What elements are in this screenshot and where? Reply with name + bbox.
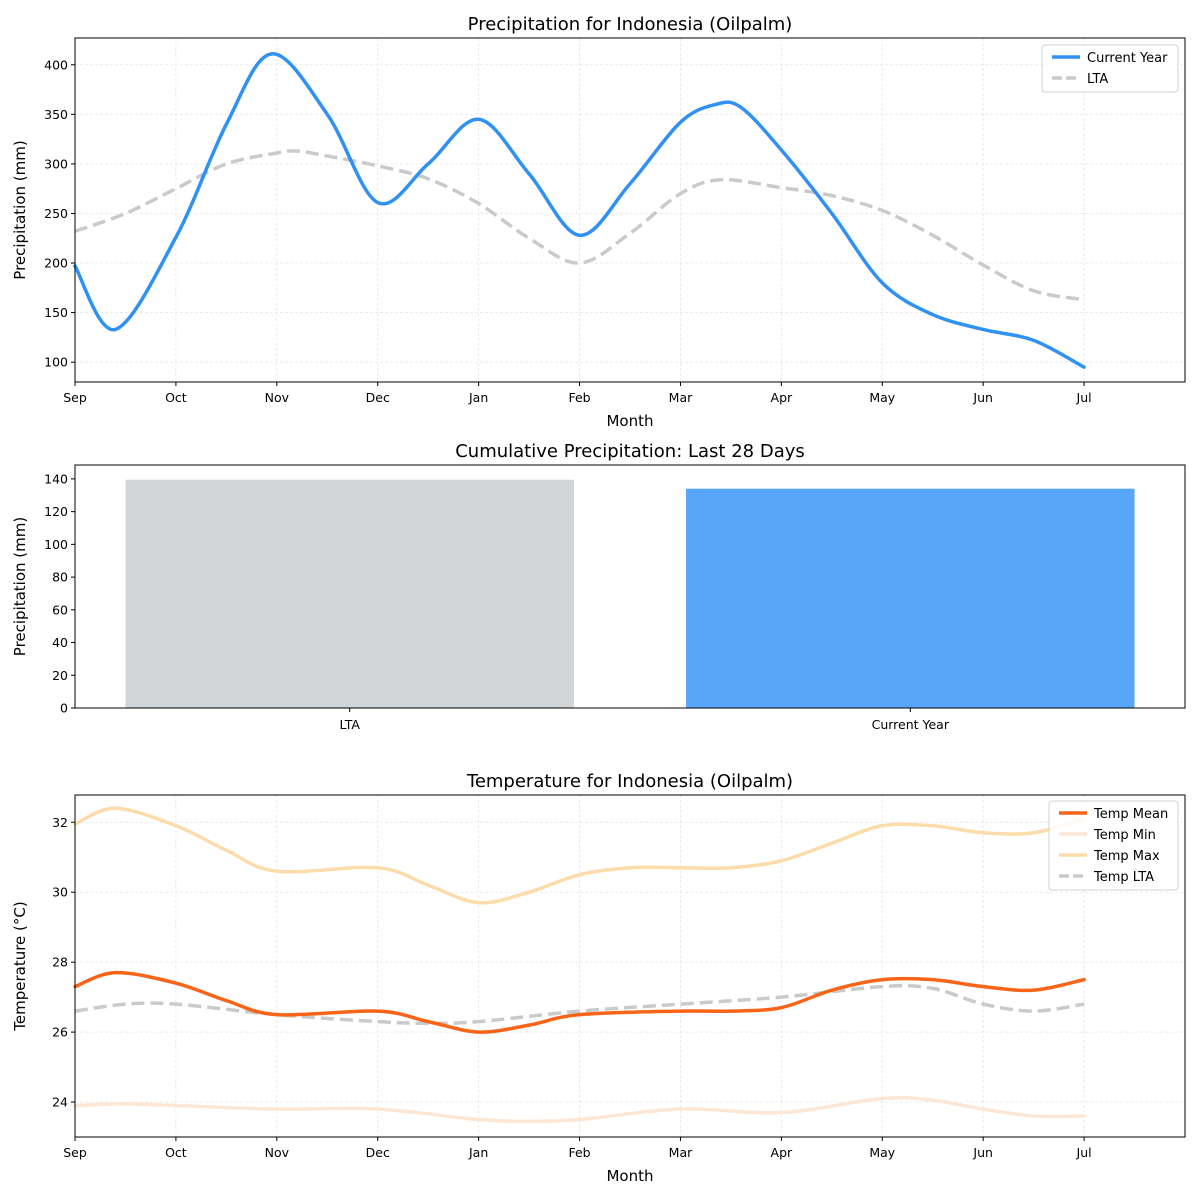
x-tick-label: Apr: [771, 390, 793, 405]
y-tick-label: 60: [52, 602, 68, 617]
x-tick-label: Oct: [165, 1145, 187, 1160]
plot-frame: [74, 37, 1186, 383]
legend-box: [1048, 800, 1179, 891]
y-tick-label: 80: [52, 570, 68, 585]
series-line-temp-mean: [73, 970, 1086, 1034]
y-axis-label: Precipitation (mm): [11, 140, 29, 279]
y-tick-label: 120: [44, 504, 68, 519]
legend-label: Temp Min: [1093, 828, 1156, 843]
x-tick-label: Jul: [1076, 1145, 1092, 1160]
series-line-lta: [74, 149, 1085, 302]
legend-label: LTA: [1087, 72, 1108, 87]
x-tick-label: Sep: [63, 390, 87, 405]
y-tick-label: 350: [44, 107, 68, 122]
chart-title: Cumulative Precipitation: Last 28 Days: [455, 441, 805, 462]
x-tick-label: Nov: [265, 1145, 290, 1160]
x-tick-label: Feb: [568, 390, 590, 405]
y-tick-label: 32: [52, 815, 68, 830]
chart-title: Precipitation for Indonesia (Oilpalm): [468, 14, 793, 35]
x-tick-label: Dec: [366, 1145, 390, 1160]
series-line-temp-lta: [74, 984, 1085, 1026]
y-tick-label: 0: [60, 701, 68, 716]
y-tick-label: 140: [44, 471, 68, 486]
x-tick-label: May: [869, 390, 895, 405]
legend-label: Current Year: [1087, 51, 1168, 66]
x-tick-label: Jun: [972, 390, 993, 405]
y-tick-label: 300: [44, 156, 68, 171]
y-axis-label: Precipitation (mm): [11, 517, 29, 656]
x-axis-label: Month: [606, 1167, 653, 1185]
x-tick-label: Mar: [669, 1145, 693, 1160]
y-axis-label: Temperature (°C): [11, 901, 29, 1031]
y-tick-label: 30: [52, 885, 68, 900]
legend: Temp Mean Temp Min Temp Max Temp LTA: [1048, 800, 1179, 891]
legend: Current Year LTA: [1041, 44, 1179, 93]
series-line-temp-max: [73, 806, 1086, 905]
x-tick-label: Oct: [165, 390, 187, 405]
y-tick-label: 200: [44, 256, 68, 271]
chart-2: Temperature for Indonesia (Oilpalm) 24 26 2…: [11, 771, 1186, 1185]
plot-frame: [74, 794, 1186, 1138]
series-line-temp-min: [73, 1095, 1086, 1124]
y-tick-label: 20: [52, 668, 68, 683]
x-tick-label: Jun: [972, 1145, 993, 1160]
y-tick-label: 26: [52, 1025, 68, 1040]
x-tick-label: Apr: [771, 1145, 793, 1160]
y-tick-label: 40: [52, 635, 68, 650]
x-tick-label: Dec: [366, 390, 390, 405]
chart-0: Precipitation for Indonesia (Oilpalm) 100…: [11, 14, 1186, 430]
x-tick-label: Nov: [265, 390, 290, 405]
legend-label: Temp Max: [1093, 849, 1160, 864]
legend-label: Temp Mean: [1093, 807, 1168, 822]
y-tick-label: 150: [44, 305, 68, 320]
x-axis-label: Month: [606, 412, 653, 430]
bar-lta: [125, 479, 574, 708]
y-tick-label: 28: [52, 955, 68, 970]
x-tick-label: Feb: [568, 1145, 590, 1160]
chart-1: Cumulative Precipitation: Last 28 Days 0 2…: [11, 441, 1186, 732]
y-tick-label: 24: [52, 1095, 68, 1110]
plot-frame: [74, 464, 1186, 709]
bar-current-year: [686, 488, 1135, 708]
y-tick-label: 400: [44, 57, 68, 72]
x-tick-label: LTA: [339, 717, 360, 732]
y-tick-label: 250: [44, 206, 68, 221]
x-tick-label: Sep: [63, 1145, 87, 1160]
y-tick-label: 100: [44, 355, 68, 370]
x-tick-label: May: [869, 1145, 895, 1160]
x-tick-label: Jul: [1076, 390, 1092, 405]
x-tick-label: Jan: [468, 1145, 488, 1160]
series-line-current-year: [73, 52, 1086, 369]
x-tick-label: Mar: [669, 390, 693, 405]
chart-title: Temperature for Indonesia (Oilpalm): [466, 771, 793, 792]
y-tick-label: 100: [44, 537, 68, 552]
legend-label: Temp LTA: [1093, 870, 1154, 885]
x-tick-label: Jan: [468, 390, 488, 405]
x-tick-label: Current Year: [872, 717, 950, 732]
